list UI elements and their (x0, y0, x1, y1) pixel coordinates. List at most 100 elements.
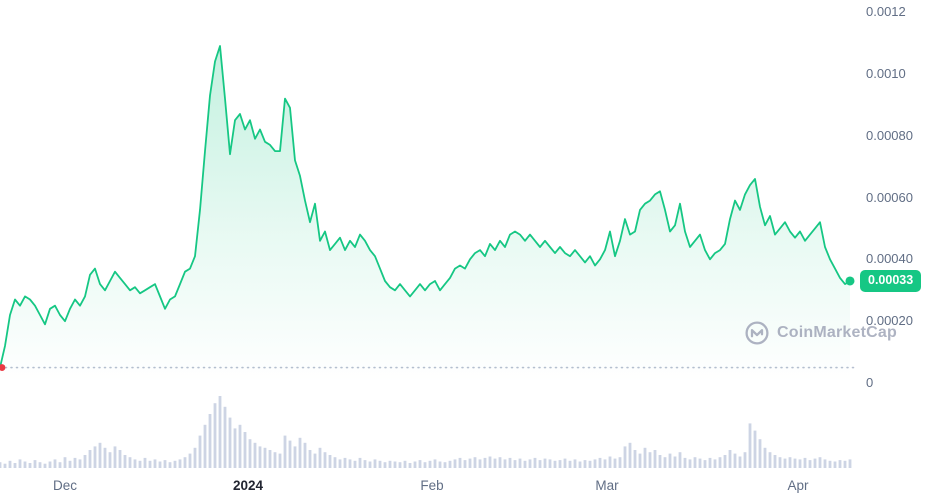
volume-bar (818, 457, 822, 468)
y-axis-label: 0.00020 (866, 313, 913, 329)
volume-bar (608, 456, 612, 468)
volume-bar (428, 460, 432, 468)
volume-bar (543, 458, 547, 468)
volume-bar (78, 459, 82, 468)
volume-bar (583, 460, 587, 468)
volume-bar (823, 459, 827, 468)
volume-bar (458, 457, 462, 468)
volume-bar (83, 455, 87, 468)
current-price-dot (845, 276, 855, 286)
low-marker-dot (0, 364, 6, 371)
volume-bar (88, 450, 92, 468)
volume-bar (238, 424, 242, 468)
volume-bar (338, 459, 342, 468)
volume-bar (203, 424, 207, 468)
y-axis-label: 0.00060 (866, 189, 913, 205)
y-axis-label: 0.00080 (866, 127, 913, 143)
volume-bar (748, 423, 752, 468)
volume-bar (118, 450, 122, 468)
volume-bar (293, 446, 297, 468)
volume-bar (808, 460, 812, 468)
volume-bar (593, 459, 597, 468)
volume-bar (378, 460, 382, 468)
volume-bar (398, 462, 402, 468)
volume-bar (568, 460, 572, 468)
volume-bar (158, 461, 162, 468)
volume-bar (133, 459, 137, 468)
volume-bar (308, 450, 312, 468)
volume-bar (488, 456, 492, 468)
volume-bar (128, 457, 132, 468)
volume-bar (838, 460, 842, 468)
volume-bar (198, 435, 202, 468)
volume-bar (848, 459, 852, 468)
volume-bar (373, 459, 377, 468)
volume-bar (613, 458, 617, 468)
volume-bar (268, 450, 272, 468)
volume-bar (3, 463, 7, 468)
x-axis-label: Feb (420, 478, 444, 493)
volume-bar (243, 432, 247, 468)
volume-bar (73, 457, 77, 468)
volume-bar (683, 457, 687, 468)
volume-bar (623, 446, 627, 468)
volume-bar (288, 440, 292, 468)
volume-bar (423, 462, 427, 468)
volume-bar (328, 455, 332, 468)
volume-bar (763, 447, 767, 468)
volume-bar (633, 450, 637, 468)
volume-bar (518, 458, 522, 468)
volume-bar (283, 435, 287, 468)
volume-bar (18, 459, 22, 468)
volume-bar (43, 463, 47, 468)
volume-bar (548, 459, 552, 468)
volume-bar (513, 460, 517, 468)
watermark-label: CoinMarketCap (777, 324, 897, 341)
x-axis: Dec 2024 Feb Mar Apr (0, 474, 856, 500)
volume-bar (438, 461, 442, 468)
x-axis-label: Dec (52, 478, 78, 493)
volume-bar (738, 456, 742, 468)
volume-bar (698, 458, 702, 468)
volume-bar (358, 457, 362, 468)
volume-bar (553, 460, 557, 468)
volume-bar (298, 437, 302, 468)
volume-bar (508, 457, 512, 468)
volume-bar (713, 459, 717, 468)
volume-bar (168, 462, 172, 468)
volume-bar (533, 457, 537, 468)
volume-bar (743, 452, 747, 468)
volume-bar (413, 461, 417, 468)
volume-bar (723, 455, 727, 468)
volume-bar (178, 459, 182, 468)
volume-bar (48, 461, 52, 468)
volume-bar (343, 457, 347, 468)
x-axis-label: Apr (787, 478, 809, 493)
volume-bar (58, 462, 62, 468)
volume-bar (668, 453, 672, 468)
volume-bar (53, 459, 57, 468)
volume-bar (828, 460, 832, 468)
coinmarketcap-logo-icon (745, 321, 769, 345)
volume-bar (463, 460, 467, 468)
x-axis-label: 2024 (232, 478, 264, 493)
volume-bar (563, 458, 567, 468)
volume-bar (778, 457, 782, 468)
volume-bar (393, 461, 397, 468)
volume-bar (368, 461, 372, 468)
volume-bar (483, 457, 487, 468)
volume-bar (443, 462, 447, 468)
coinmarketcap-watermark: CoinMarketCap (744, 320, 897, 346)
volume-bar (183, 457, 187, 468)
volume-bar (68, 460, 72, 468)
volume-bar (703, 460, 707, 468)
y-axis-label: 0.0012 (866, 4, 906, 19)
volume-bar (228, 417, 232, 468)
volume-bar (843, 460, 847, 468)
volume-bar (598, 457, 602, 468)
volume-bar (558, 460, 562, 468)
volume-bar (318, 447, 322, 468)
volume-bar (758, 439, 762, 468)
volume-bar (788, 457, 792, 468)
